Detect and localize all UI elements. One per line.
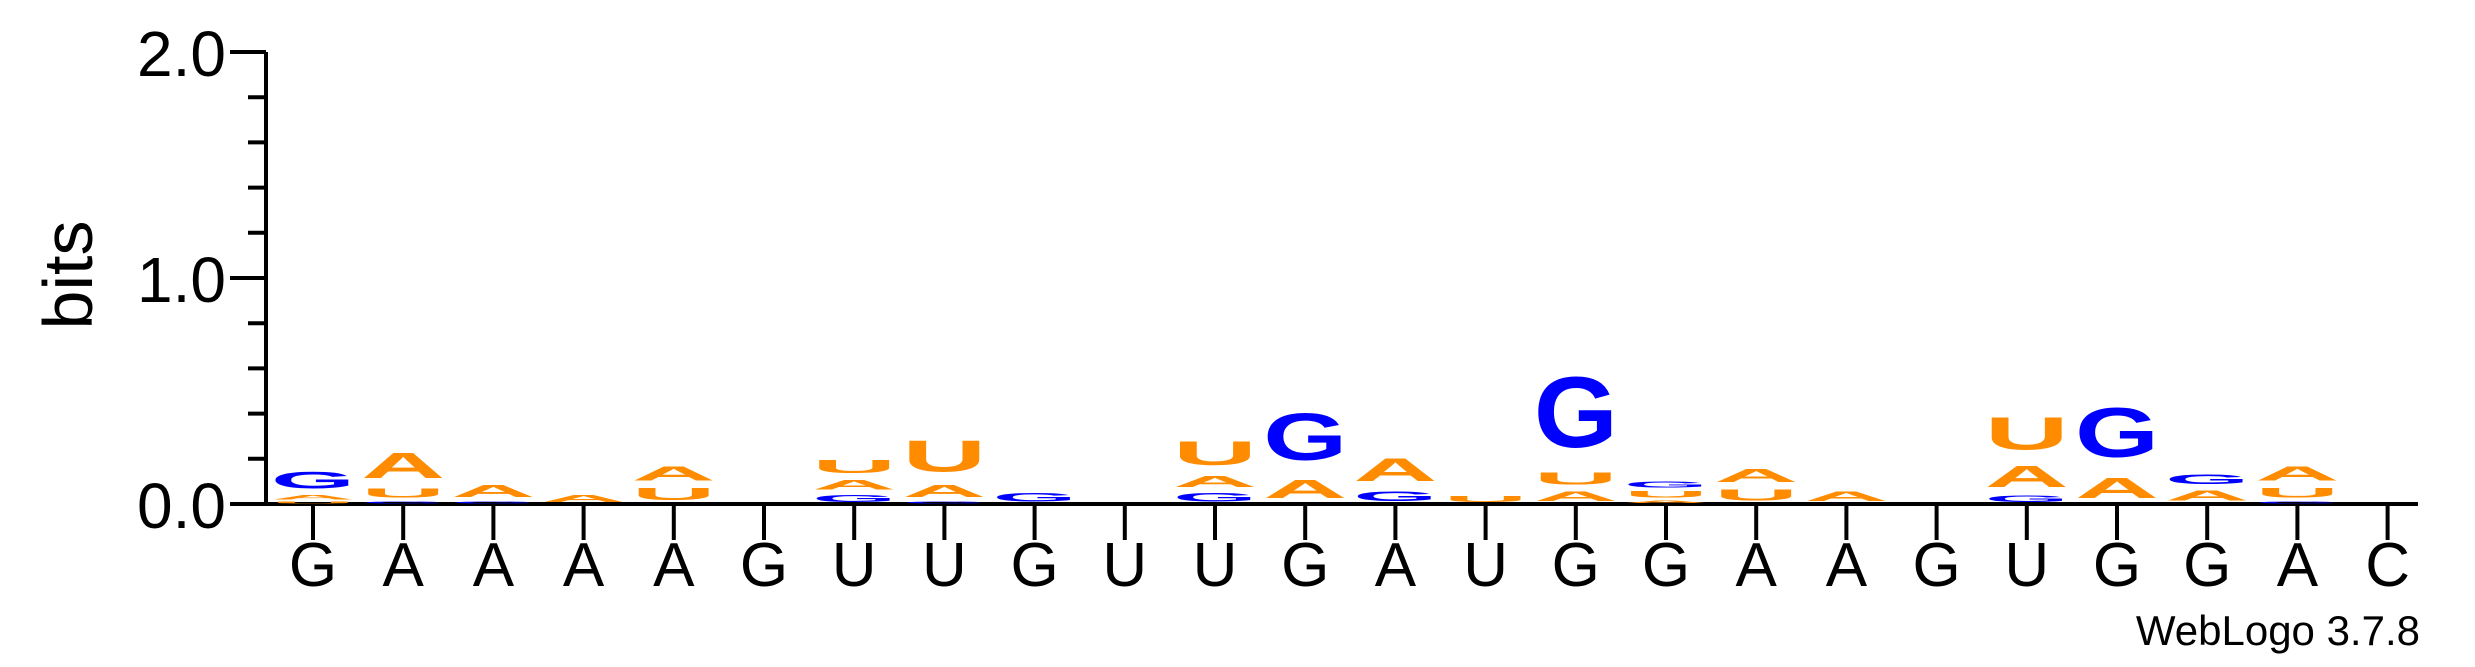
x-tick-label: A	[1826, 531, 1868, 600]
logo-letter-G: G	[361, 501, 445, 504]
logo-letter-A: A	[812, 477, 896, 493]
logo-letter-G: G	[2165, 471, 2249, 487]
x-tick-label: A	[2277, 531, 2319, 600]
logo-letter-G: G	[1534, 356, 1618, 469]
logo-letter-U: U	[2255, 485, 2339, 501]
logo-letter-U: U	[1624, 489, 1708, 499]
logo-letter-U: U	[812, 457, 896, 477]
logo-letter-A: A	[1985, 460, 2069, 494]
logo-letter-A: A	[2075, 472, 2159, 504]
logo-letter-G: G	[1624, 480, 1708, 489]
logo-letter-A: A	[2255, 462, 2339, 485]
logo-letter-A: A	[1353, 452, 1437, 488]
logo-letter-A: A	[271, 494, 355, 501]
logo-letter-G: G	[1985, 494, 2069, 504]
x-tick-label: G	[1912, 531, 1960, 600]
logo-letter-U: U	[1714, 486, 1798, 504]
logo-letter-G: G	[1173, 490, 1257, 504]
y-tick-label: 2.0	[137, 18, 226, 90]
logo-letter-A: A	[632, 462, 716, 485]
logo-letter-A: A	[2165, 487, 2249, 504]
x-tick-label: G	[740, 531, 788, 600]
x-tick-label: U	[1102, 531, 1147, 600]
logo-letter-U: U	[1173, 434, 1257, 472]
logo-letter-A: A	[451, 481, 535, 500]
x-tick-label: U	[1193, 531, 1238, 600]
logo-letter-A: A	[361, 445, 445, 485]
logo-letter-G: G	[993, 490, 1077, 504]
logo-letter-G: G	[271, 467, 355, 494]
x-tick-label: G	[289, 531, 337, 600]
logo-letter-U: U	[361, 486, 445, 501]
x-tick-label: A	[653, 531, 695, 600]
logo-letter-U: U	[1985, 408, 2069, 460]
y-axis: 0.0 1.0 2.0	[137, 18, 268, 542]
x-tick-label: G	[1281, 531, 1329, 600]
x-tick-label: U	[922, 531, 967, 600]
logo-letter-A: A	[1534, 488, 1618, 504]
logo-letter-U: U	[1534, 469, 1618, 488]
logo-letter-U: U	[632, 485, 716, 504]
x-tick-label: A	[473, 531, 515, 600]
y-tick-label: 0.0	[137, 470, 226, 542]
logo-letter-G: G	[902, 501, 986, 504]
logo-letter-A: A	[1714, 466, 1798, 486]
x-tick-label: G	[2183, 531, 2231, 600]
logo-letter-U: U	[1444, 495, 1528, 504]
x-tick-label: U	[2004, 531, 2049, 600]
logo-letter-A: A	[1263, 475, 1347, 504]
logo-letter-G: G	[812, 493, 896, 504]
logo-letter-U: U	[271, 501, 355, 504]
x-tick-label: U	[832, 531, 877, 600]
logo-letter-G: G	[2075, 393, 2159, 472]
y-tick-label: 1.0	[137, 244, 226, 316]
x-tick-label: A	[1375, 531, 1417, 600]
x-tick-label: A	[383, 531, 425, 600]
x-tick-label: A	[563, 531, 605, 600]
logo-letter-A: A	[1173, 472, 1257, 490]
x-tick-label: G	[1010, 531, 1058, 600]
x-tick-label: G	[1642, 531, 1690, 600]
logo-letter-A: A	[1804, 488, 1888, 504]
logo-letter-U: U	[902, 431, 986, 481]
logo-letter-A: A	[1624, 500, 1708, 504]
logo-letter-G: G	[1263, 401, 1347, 475]
logo-letter-A: A	[542, 493, 626, 504]
weblogo-version-label: WebLogo 3.7.8	[2136, 607, 2420, 654]
logo-letter-G: G	[2255, 501, 2339, 504]
logo-letter-G: G	[1353, 488, 1437, 504]
logo-letter-A: A	[902, 481, 986, 500]
x-tick-label: A	[1736, 531, 1778, 600]
logo-letter-G: G	[451, 501, 535, 504]
x-tick-label: G	[2093, 531, 2141, 600]
y-axis-label: bits	[29, 221, 107, 330]
x-tick-label: G	[1552, 531, 1600, 600]
x-tick-label: U	[1463, 531, 1508, 600]
x-tick-label: C	[2365, 531, 2410, 600]
